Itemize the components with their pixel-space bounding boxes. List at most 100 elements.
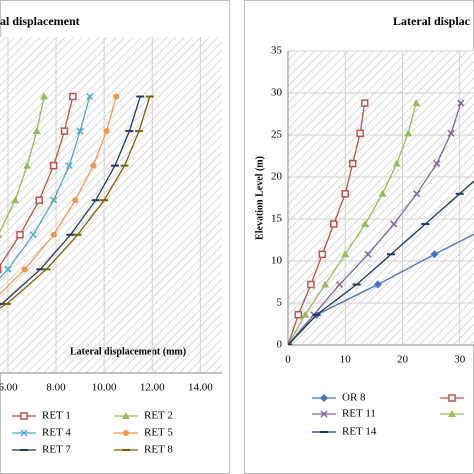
- marker: [49, 161, 58, 170]
- marker: [16, 231, 24, 239]
- legend-label: RET 1: [42, 410, 71, 422]
- x-tick-label: 12.00: [140, 382, 165, 394]
- marker: [307, 280, 315, 289]
- plot-area: [0, 37, 222, 373]
- marker: [135, 130, 144, 133]
- marker: [29, 231, 37, 239]
- y-tick-label: 10: [271, 255, 283, 267]
- marker: [4, 265, 12, 273]
- legend-label: RET 5: [144, 427, 173, 439]
- x-tick-label: 10.00: [92, 382, 117, 394]
- x-tick-label: 10: [340, 354, 352, 366]
- plot-area: [288, 51, 474, 345]
- marker: [412, 99, 421, 107]
- legend-label: RET 4: [42, 427, 71, 439]
- legend-label: RET 11: [342, 408, 376, 420]
- x-tick-label: 20: [397, 354, 409, 366]
- legend-label: RET 14: [342, 426, 377, 438]
- y-tick-label: 30: [271, 87, 283, 99]
- legend-label: RET 2: [144, 410, 173, 422]
- marker: [373, 280, 382, 289]
- marker: [123, 430, 129, 436]
- marker: [433, 160, 441, 168]
- marker: [341, 250, 350, 258]
- marker: [122, 449, 130, 451]
- marker: [136, 95, 145, 98]
- marker: [65, 162, 73, 170]
- marker: [321, 280, 330, 288]
- marker: [341, 190, 349, 198]
- x-axis-label: Lateral displacement (mm): [70, 346, 186, 357]
- marker: [320, 431, 328, 433]
- marker: [72, 197, 79, 204]
- marker: [378, 189, 387, 197]
- marker: [110, 164, 119, 167]
- marker: [448, 410, 456, 417]
- marker: [145, 95, 154, 98]
- series-line: [0, 96, 45, 233]
- y-axis-label: Elevation Level (m): [254, 156, 265, 240]
- marker: [21, 266, 28, 273]
- marker: [76, 127, 84, 135]
- marker: [86, 92, 94, 101]
- marker: [125, 130, 134, 133]
- marker: [60, 127, 69, 135]
- marker: [457, 99, 465, 107]
- marker: [36, 268, 45, 271]
- marker: [455, 192, 464, 195]
- marker: [430, 250, 439, 259]
- marker: [69, 92, 77, 101]
- marker: [32, 127, 41, 135]
- marker: [50, 231, 57, 238]
- x-tick-label: 14.00: [188, 382, 213, 394]
- chart-title: al displacement: [0, 14, 80, 28]
- marker: [301, 310, 310, 318]
- marker: [66, 233, 75, 236]
- marker: [122, 412, 130, 419]
- marker: [20, 429, 28, 437]
- x-tick-label: 0: [285, 354, 291, 366]
- marker: [448, 394, 456, 402]
- marker: [113, 93, 120, 100]
- legend-label: OR 8: [342, 392, 366, 404]
- marker: [294, 311, 303, 319]
- chart-title: Lateral displac: [393, 14, 471, 28]
- marker: [352, 283, 361, 286]
- y-tick-label: 20: [271, 171, 283, 183]
- x-tick-label: 6.00: [0, 382, 18, 394]
- marker: [91, 199, 100, 202]
- marker: [50, 196, 58, 204]
- marker: [387, 253, 396, 256]
- marker: [90, 162, 97, 169]
- series-group: [0, 92, 154, 309]
- marker: [288, 344, 292, 345]
- marker: [320, 410, 328, 418]
- marker: [364, 250, 372, 258]
- series-group: [288, 99, 474, 345]
- marker: [23, 161, 32, 169]
- y-tick-label: 35: [271, 45, 283, 57]
- x-tick-label: 30: [454, 354, 466, 366]
- y-tick-label: 15: [271, 213, 283, 225]
- marker: [320, 394, 328, 402]
- marker: [100, 199, 109, 202]
- y-tick-label: 5: [277, 297, 283, 309]
- marker: [42, 268, 51, 271]
- marker: [413, 190, 421, 198]
- legend-label: RET 8: [144, 444, 173, 456]
- marker: [421, 223, 430, 226]
- x-tick-label: 8.00: [46, 382, 66, 394]
- marker: [404, 129, 413, 137]
- marker: [120, 164, 129, 167]
- marker: [360, 99, 369, 107]
- marker: [312, 313, 321, 316]
- marker: [11, 196, 20, 204]
- marker: [318, 250, 327, 259]
- marker: [447, 129, 455, 137]
- marker: [0, 233, 3, 238]
- legend-label: RET 7: [42, 444, 71, 456]
- marker: [392, 159, 401, 167]
- marker: [390, 220, 398, 228]
- y-tick-label: 0: [277, 339, 283, 351]
